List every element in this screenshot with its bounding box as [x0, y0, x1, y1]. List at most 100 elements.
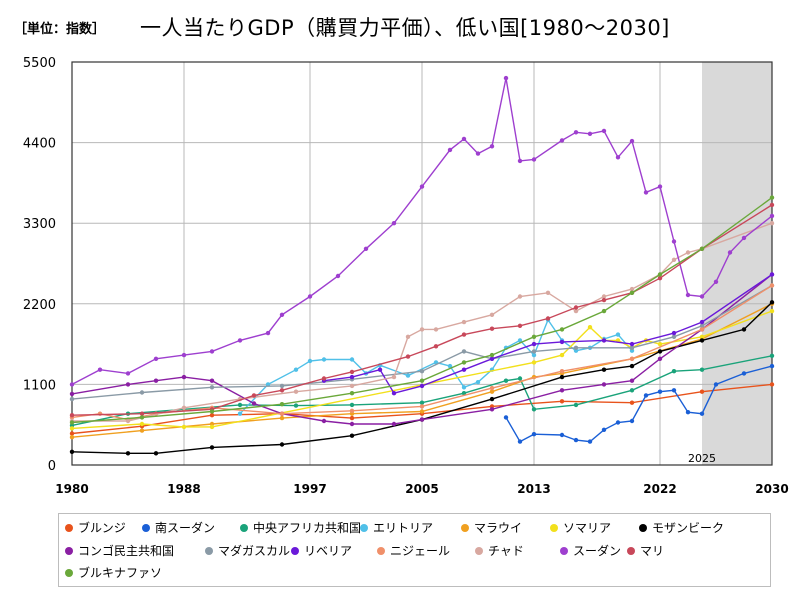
series-point-14 [321, 376, 327, 381]
series-point-14 [461, 332, 467, 337]
series-point-3 [517, 376, 523, 381]
series-point-1 [699, 389, 705, 394]
series-point-9 [279, 383, 285, 389]
series-point-4 [321, 357, 327, 362]
plot-frame [71, 61, 773, 466]
legend-item: コンゴ民主共和国 [65, 544, 174, 558]
legend-item: マラウイ [461, 521, 522, 535]
series-point-7 [657, 349, 663, 354]
series-point-6 [139, 421, 145, 427]
series-line-9 [71, 284, 773, 400]
series-point-1 [559, 399, 565, 404]
series-point-15 [489, 352, 495, 358]
series-point-13 [279, 312, 285, 317]
series-point-13 [265, 330, 271, 336]
series-point-15 [349, 391, 355, 396]
series-point-12 [125, 418, 131, 424]
legend-item: エリトリア [360, 521, 433, 535]
series-point-7 [153, 451, 159, 456]
series-point-14 [517, 323, 523, 328]
series-point-13 [69, 382, 75, 387]
series-point-15 [769, 195, 775, 200]
series-point-12 [671, 257, 677, 262]
series-point-15 [531, 334, 537, 339]
x-tick-label: 1997 [293, 482, 326, 496]
series-point-8 [251, 401, 257, 406]
legend-label: ニジェール [390, 544, 451, 558]
series-point-3 [293, 403, 299, 408]
series-point-4 [293, 367, 299, 372]
line-chart: 0 1100 2200 3300 4400 5500 1980 1988 1997 2005 201… [23, 56, 789, 496]
legend-marker [205, 547, 213, 555]
legend-marker [142, 524, 150, 532]
series-line-13 [71, 77, 773, 386]
legend-item: 中央アフリカ共和国 [240, 521, 361, 535]
series-point-2 [531, 432, 537, 437]
forecast-region [702, 62, 772, 465]
series-point-3 [699, 367, 705, 372]
legend-marker [627, 547, 635, 555]
series-point-14 [545, 316, 551, 321]
series-point-13 [713, 279, 719, 284]
series-point-1 [209, 413, 215, 418]
series-point-2 [503, 415, 509, 420]
series-point-13 [671, 239, 677, 244]
legend-label: リベリア [304, 544, 353, 558]
series-point-11 [699, 327, 705, 332]
series-point-2 [699, 411, 705, 416]
series-point-15 [657, 272, 663, 277]
series-point-7 [741, 327, 747, 332]
series-point-15 [419, 378, 425, 383]
series-point-1 [349, 415, 355, 421]
series-point-13 [335, 273, 341, 279]
series-point-2 [769, 363, 775, 369]
series-line-10 [323, 273, 773, 395]
series-point-3 [769, 353, 775, 358]
series-point-2 [643, 393, 649, 398]
series-point-2 [685, 410, 691, 415]
series-point-10 [377, 367, 383, 372]
legend-label: エリトリア [373, 521, 434, 535]
series-point-14 [601, 297, 607, 303]
series-line-6 [71, 310, 773, 430]
series-point-11 [629, 356, 635, 361]
series-point-13 [643, 190, 649, 195]
x-tick-label: 2013 [517, 482, 550, 496]
series-point-13 [153, 356, 159, 361]
series-point-6 [657, 341, 663, 347]
series-point-6 [181, 424, 187, 430]
legend-item: マダガスカル [205, 544, 290, 558]
series-point-7 [629, 363, 635, 369]
legend-label: スーダン [573, 544, 622, 558]
series-point-10 [391, 391, 397, 396]
series-point-10 [629, 341, 635, 347]
series-line-5 [71, 303, 773, 438]
x-tick-label: 2030 [755, 482, 788, 496]
series-point-13 [181, 352, 187, 358]
series-point-12 [629, 286, 635, 292]
series-point-4 [461, 385, 467, 390]
series-point-13 [209, 349, 215, 354]
series-point-8 [181, 374, 187, 380]
series-point-14 [251, 393, 257, 398]
series-point-12 [391, 374, 397, 380]
series-line-4 [239, 318, 633, 415]
series-point-14 [489, 326, 495, 331]
series-point-14 [139, 411, 145, 416]
legend-label: 中央アフリカ共和国 [253, 521, 362, 535]
series-point-10 [671, 330, 677, 336]
series-point-12 [349, 383, 355, 389]
legend-item: ソマリア [550, 521, 611, 535]
series-point-7 [279, 442, 285, 447]
legend-item: ニジェール [377, 544, 450, 558]
series-point-6 [769, 308, 775, 314]
series-point-3 [349, 402, 355, 408]
series-point-6 [587, 325, 593, 330]
series-point-9 [671, 334, 677, 339]
series-point-13 [727, 250, 733, 255]
series-point-6 [209, 424, 215, 430]
series-line-8 [71, 273, 773, 425]
series-point-8 [209, 378, 215, 383]
legend-label: マリ [640, 544, 665, 558]
series-point-1 [769, 382, 775, 387]
